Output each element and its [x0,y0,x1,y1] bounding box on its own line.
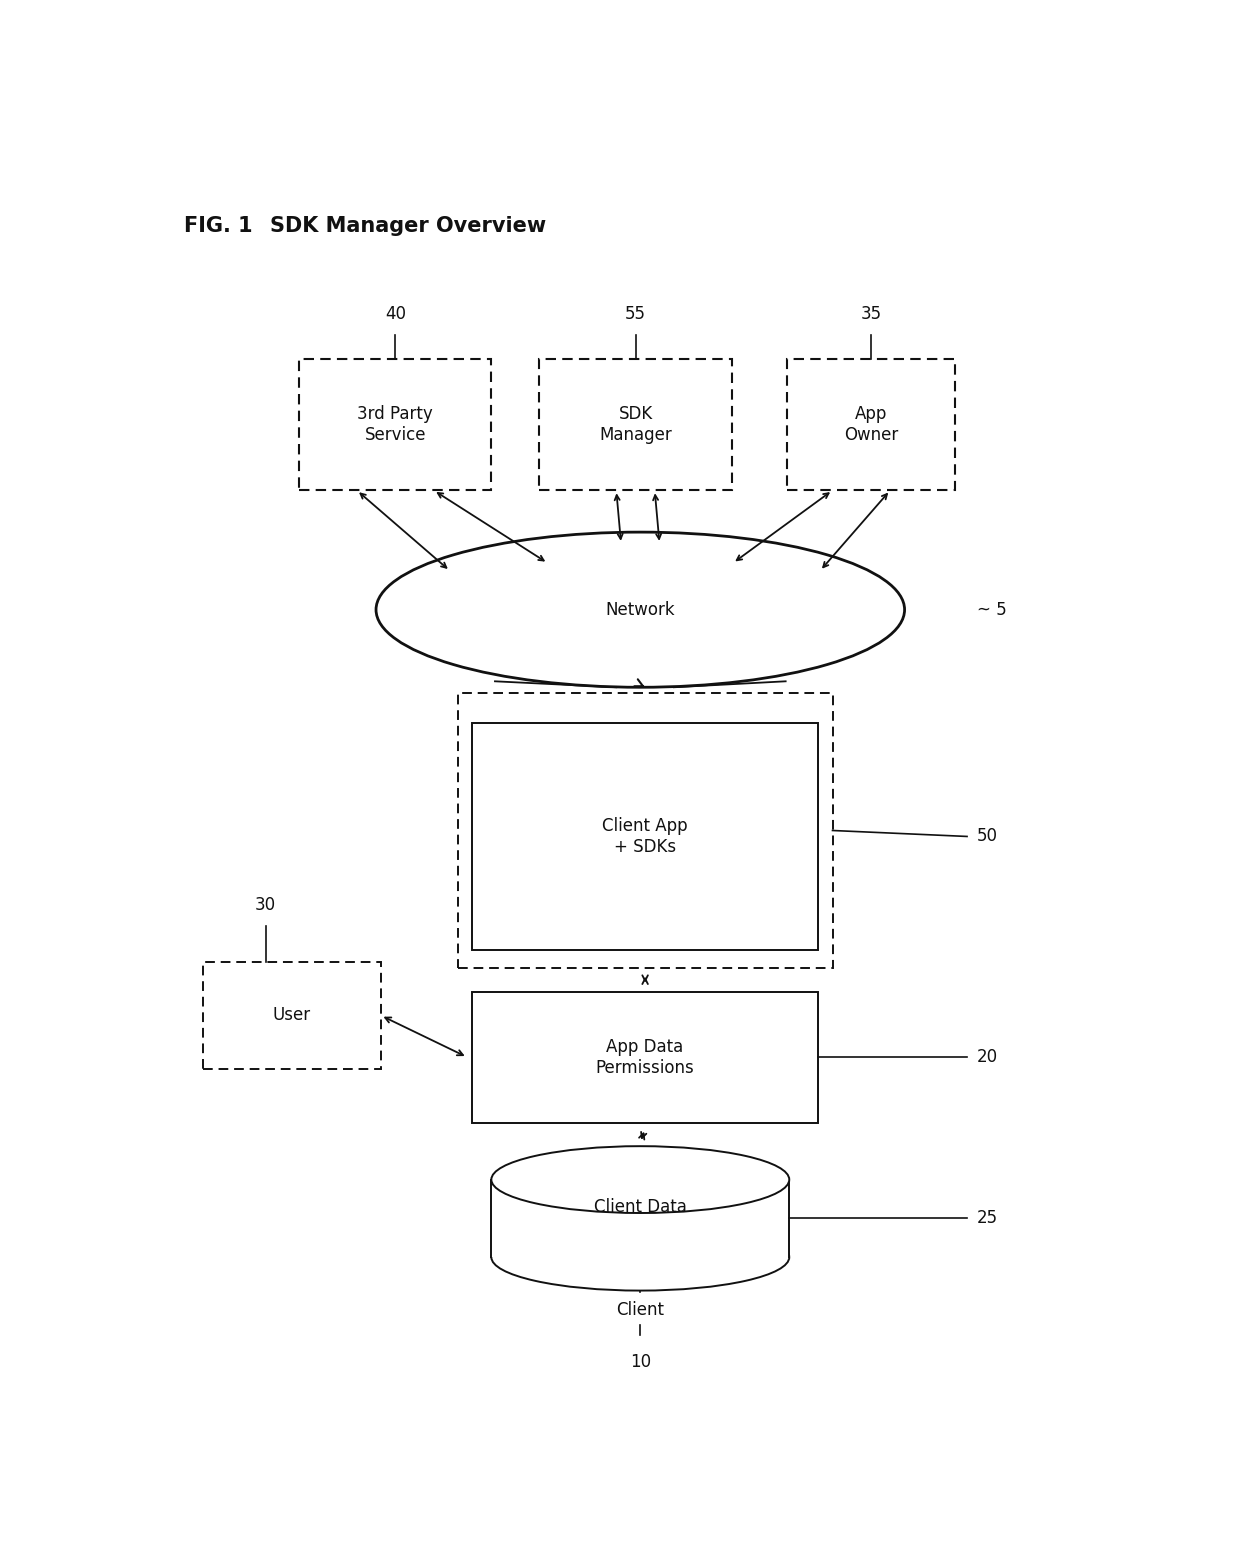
Text: 35: 35 [861,305,882,324]
Text: ~ 5: ~ 5 [977,601,1007,618]
Text: Network: Network [605,601,675,618]
Ellipse shape [491,1145,790,1214]
Text: App
Owner: App Owner [843,405,898,445]
Text: 10: 10 [630,1353,651,1372]
Bar [472,722,818,950]
Text: 40: 40 [384,305,405,324]
Bar [472,992,818,1122]
Text: 50: 50 [977,828,998,845]
Bar [203,961,381,1070]
Text: 25: 25 [977,1209,998,1228]
Bar [299,360,491,490]
Text: App Data
Permissions: App Data Permissions [595,1038,694,1077]
Text: 20: 20 [977,1048,998,1066]
Text: SDK Manager Overview: SDK Manager Overview [270,215,547,236]
Text: Client: Client [616,1302,665,1319]
Text: Client App
+ SDKs: Client App + SDKs [603,817,688,856]
Text: SDK
Manager: SDK Manager [599,405,672,445]
Text: Client Data: Client Data [594,1198,687,1215]
Bar [491,1180,789,1257]
Text: FIG. 1: FIG. 1 [184,215,253,236]
Text: 30: 30 [255,896,277,914]
Bar [458,693,832,967]
Ellipse shape [491,1224,790,1291]
Ellipse shape [376,532,905,687]
Text: 55: 55 [625,305,646,324]
Text: 3rd Party
Service: 3rd Party Service [357,405,433,445]
Bar [539,360,732,490]
Text: User: User [273,1006,311,1025]
Bar [787,360,955,490]
